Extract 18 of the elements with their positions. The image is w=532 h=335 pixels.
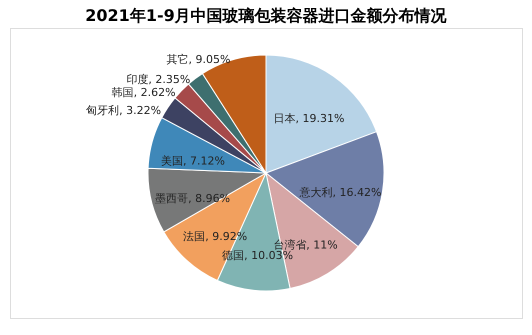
data-label: , 3.22%: [119, 104, 162, 118]
chart-title: 2021年1-9月中国玻璃包装容器进口金额分布情况: [85, 6, 448, 25]
data-label: , 7.12%: [183, 154, 225, 168]
slice-label: 韩国: [112, 86, 134, 100]
data-label: , 2.62%: [134, 86, 176, 100]
data-label: , 9.05%: [188, 53, 230, 66]
slice-label: 意大利: [298, 186, 332, 199]
slice-label: 匈牙利: [86, 104, 120, 118]
data-label: , 2.35%: [148, 73, 190, 86]
slice-label: 墨西哥: [155, 192, 188, 206]
slice-label: 印度: [126, 73, 148, 86]
data-label: , 16.42%: [332, 186, 382, 199]
slice-label: 其它: [166, 53, 189, 66]
slice-label: 法国: [183, 230, 206, 243]
slice-label: 日本: [273, 112, 296, 125]
slice-label: 美国: [161, 154, 184, 168]
data-label: , 19.31%: [295, 112, 344, 125]
data-label: , 11%: [306, 238, 338, 252]
